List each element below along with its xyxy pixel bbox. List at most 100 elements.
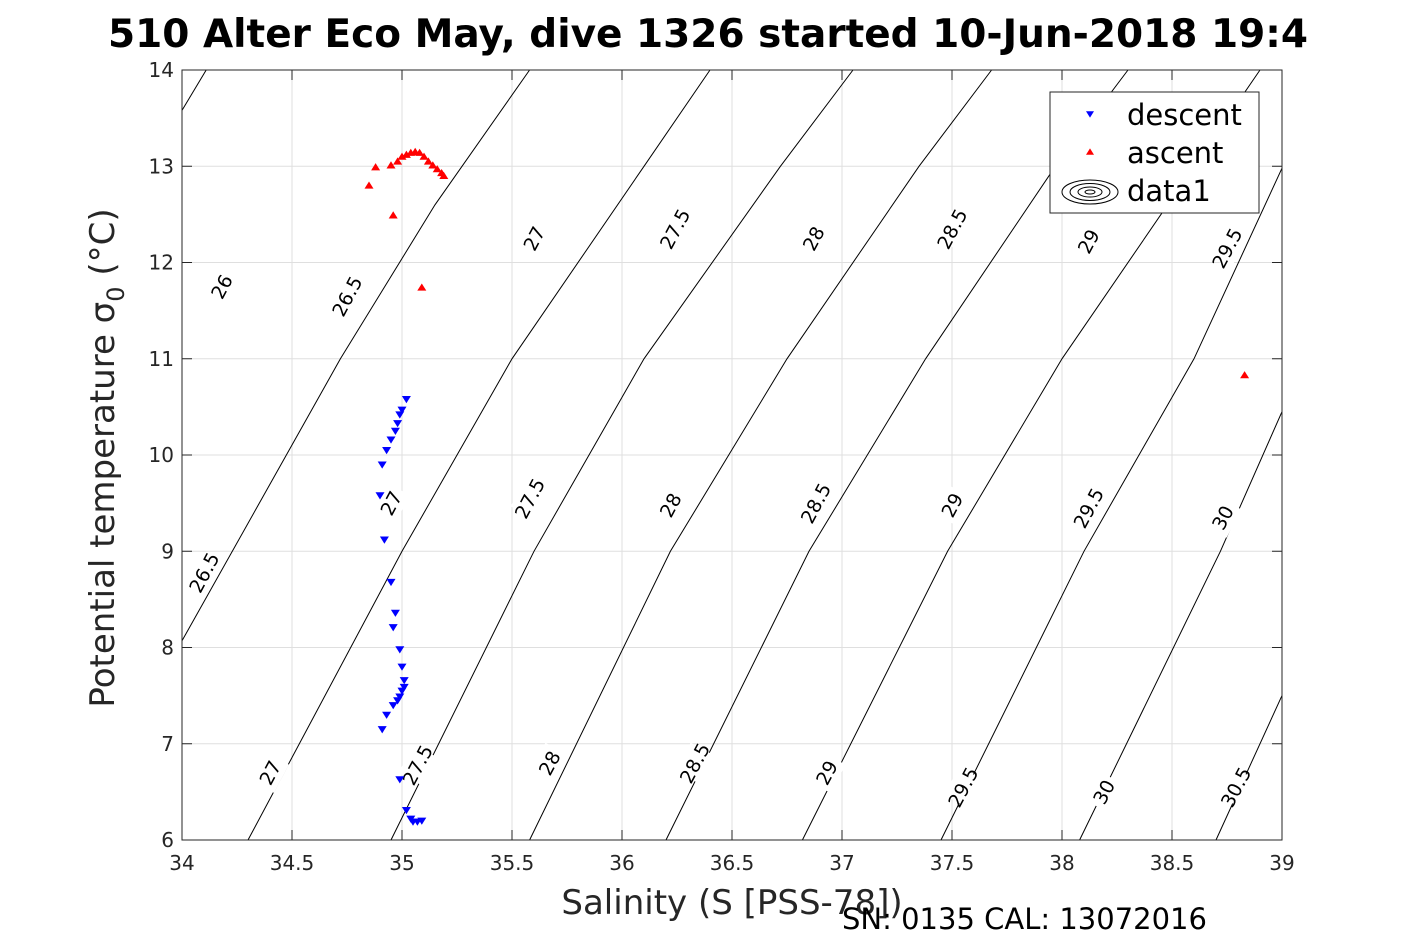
- x-tick-label: 38: [1049, 851, 1074, 875]
- ascent-point: [439, 171, 449, 180]
- descent-point: [397, 663, 407, 671]
- descent-point: [401, 396, 411, 404]
- x-tick-label: 37.5: [930, 851, 975, 875]
- descent-point: [386, 436, 396, 444]
- legend-ascent-swatch: [1086, 148, 1094, 155]
- contour-label-background: [794, 218, 833, 259]
- ascent-point: [423, 157, 433, 165]
- descent-point: [388, 702, 398, 710]
- legend-ascent-label: ascent: [1127, 136, 1223, 170]
- y-tick-label: 7: [161, 732, 174, 756]
- contour-label-background: [251, 752, 289, 793]
- descent-point: [393, 697, 403, 705]
- y-tick-label: 14: [149, 58, 174, 82]
- ascent-point: [432, 165, 442, 173]
- y-tick-label: 8: [161, 636, 174, 660]
- descent-point: [377, 726, 387, 734]
- contour-label-background: [675, 742, 714, 784]
- legend-descent-label: descent: [1127, 98, 1242, 132]
- contour-label-background: [530, 742, 569, 784]
- y-tick-label: 10: [149, 443, 174, 467]
- contour-label-background: [933, 484, 971, 526]
- ascent-point: [386, 161, 396, 169]
- axis-ticks: 34 34.5 35 35.5 36 36.5 37 37.5 38 38.5 39 6 7 8 9 10 11…: [149, 58, 1295, 875]
- descent-point: [375, 492, 385, 500]
- y-tick-label: 12: [149, 251, 174, 275]
- contour-line: [940, 167, 1283, 841]
- descent-point: [397, 687, 407, 695]
- contour-label-background: [372, 482, 410, 524]
- ascent-point: [401, 150, 411, 158]
- contour-label-background: [510, 478, 549, 519]
- contour-label-background: [1203, 497, 1242, 538]
- x-axis-label: Salinity (S [PSS-78]): [561, 883, 902, 923]
- contour-label-background: [1216, 766, 1255, 808]
- contour-label-background: [1069, 221, 1108, 262]
- contour-label-background: [933, 208, 971, 250]
- ascent-point: [364, 181, 374, 189]
- ascent-point: [393, 157, 403, 165]
- descent-point: [401, 807, 411, 815]
- contour-label-background: [515, 218, 553, 259]
- contour-label-background: [944, 766, 982, 808]
- descent-point: [417, 817, 427, 825]
- contour-line: [181, 69, 531, 642]
- ascent-point: [1240, 371, 1250, 379]
- x-tick-label: 39: [1269, 851, 1294, 875]
- contour-label-background: [807, 752, 846, 793]
- y-axis-label-subscript: 0: [102, 286, 130, 301]
- footer-serial-calibration: SN: 0135 CAL: 13072016: [842, 902, 1207, 936]
- y-tick-label: 13: [149, 154, 174, 178]
- descent-point: [379, 536, 389, 544]
- ascent-point: [428, 161, 438, 169]
- y-axis-label-main: Potential temperature σ: [83, 302, 123, 708]
- descent-point: [388, 624, 398, 632]
- descent-point: [399, 683, 409, 692]
- descent-point: [382, 711, 392, 719]
- y-axis-label: Potential temperature σ0 (°C): [83, 208, 130, 707]
- legend-descent-swatch: [1086, 111, 1094, 118]
- ascent-point: [388, 211, 398, 219]
- ascent-point: [419, 152, 429, 160]
- descent-point: [390, 427, 400, 435]
- contour-label-background: [398, 744, 437, 786]
- descent-point: [382, 447, 392, 455]
- x-tick-label: 34: [169, 851, 194, 875]
- contour-label-background: [651, 484, 690, 526]
- descent-point: [390, 609, 400, 617]
- y-tick-label: 11: [149, 347, 174, 371]
- contour-line: [390, 69, 854, 841]
- y-tick-label: 6: [161, 828, 174, 852]
- contour-label-background: [185, 552, 223, 593]
- descent-point: [395, 776, 405, 784]
- contour-label-background: [655, 208, 694, 250]
- contour-line: [1215, 695, 1283, 841]
- descent-point: [386, 578, 396, 587]
- legend: descent ascent data1: [1049, 91, 1260, 214]
- ascent-point: [415, 148, 425, 156]
- ascent-point: [417, 283, 427, 291]
- ascent-point: [397, 152, 407, 160]
- legend-contour-swatch: [1077, 186, 1103, 198]
- legend-contour-swatch: [1069, 183, 1111, 201]
- x-tick-label: 34.5: [270, 851, 315, 875]
- y-tick-label: 9: [161, 539, 174, 563]
- legend-data1-label: data1: [1127, 174, 1211, 208]
- chart-title: 510 Alter Eco May, dive 1326 started 10-…: [108, 12, 1308, 57]
- data-points: [364, 147, 1250, 826]
- descent-point: [393, 420, 403, 428]
- x-tick-label: 37: [829, 851, 854, 875]
- contour-label-background: [328, 275, 366, 317]
- descent-point: [395, 646, 405, 654]
- legend-contour-swatch: [1084, 189, 1096, 195]
- descent-point: [395, 411, 405, 419]
- x-tick-label: 38.5: [1150, 851, 1195, 875]
- contour-line: [181, 69, 207, 111]
- x-tick-label: 35: [389, 851, 414, 875]
- ascent-point: [371, 163, 381, 171]
- contour-label-background: [1208, 227, 1246, 269]
- x-tick-label: 36: [609, 851, 634, 875]
- legend-contour-swatch: [1061, 179, 1119, 205]
- descent-point: [395, 693, 405, 701]
